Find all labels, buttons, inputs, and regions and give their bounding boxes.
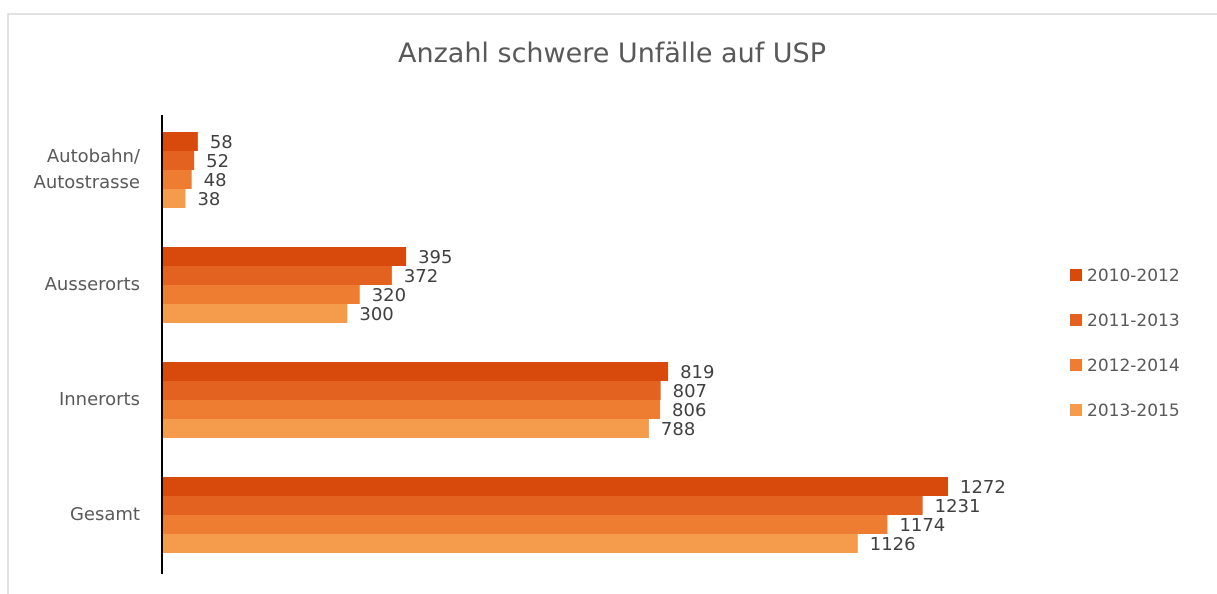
category-label: Ausserorts (44, 274, 140, 295)
value-label: 320 (372, 285, 406, 306)
category-label: Innerorts (58, 389, 140, 410)
value-label: 372 (404, 266, 438, 287)
value-label: 1174 (899, 515, 945, 536)
bar (163, 170, 192, 189)
bar (163, 285, 360, 304)
value-label: 58 (210, 132, 233, 153)
bar (163, 266, 392, 285)
legend-label: 2010-2012 (1087, 266, 1180, 286)
chart-title: Anzahl schwere Unfälle auf USP (398, 38, 826, 69)
bar (163, 400, 661, 419)
bar (163, 515, 888, 534)
legend-label: 2011-2013 (1087, 311, 1180, 331)
bar (163, 304, 348, 323)
legend-swatch (1070, 314, 1082, 326)
legend-label: 2012-2014 (1087, 356, 1180, 376)
chart-frame (7, 13, 1217, 594)
bar (163, 362, 669, 381)
bar (163, 419, 649, 438)
value-label: 395 (418, 247, 452, 268)
value-label: 806 (672, 400, 706, 421)
value-label: 300 (359, 304, 393, 325)
bar (163, 151, 195, 170)
value-label: 48 (204, 170, 227, 191)
legend-swatch (1070, 359, 1082, 371)
bar (163, 247, 407, 266)
bar (163, 496, 923, 515)
legend-label: 2013-2015 (1087, 401, 1180, 421)
category-label: Gesamt (69, 504, 140, 525)
value-label: 1231 (935, 496, 981, 517)
value-label: 788 (661, 419, 695, 440)
value-label: 807 (673, 381, 707, 402)
value-label: 1272 (960, 477, 1006, 498)
bar (163, 477, 948, 496)
legend-swatch (1070, 404, 1082, 416)
value-label: 52 (206, 151, 229, 172)
category-label: Autobahn/ Autostrasse (33, 146, 141, 193)
bar (163, 189, 186, 208)
value-label: 819 (680, 362, 714, 383)
value-label: 1126 (870, 534, 916, 555)
bar (163, 132, 198, 151)
bar (163, 381, 661, 400)
value-label: 38 (197, 189, 220, 210)
bar (163, 534, 858, 553)
legend-swatch (1070, 269, 1082, 281)
